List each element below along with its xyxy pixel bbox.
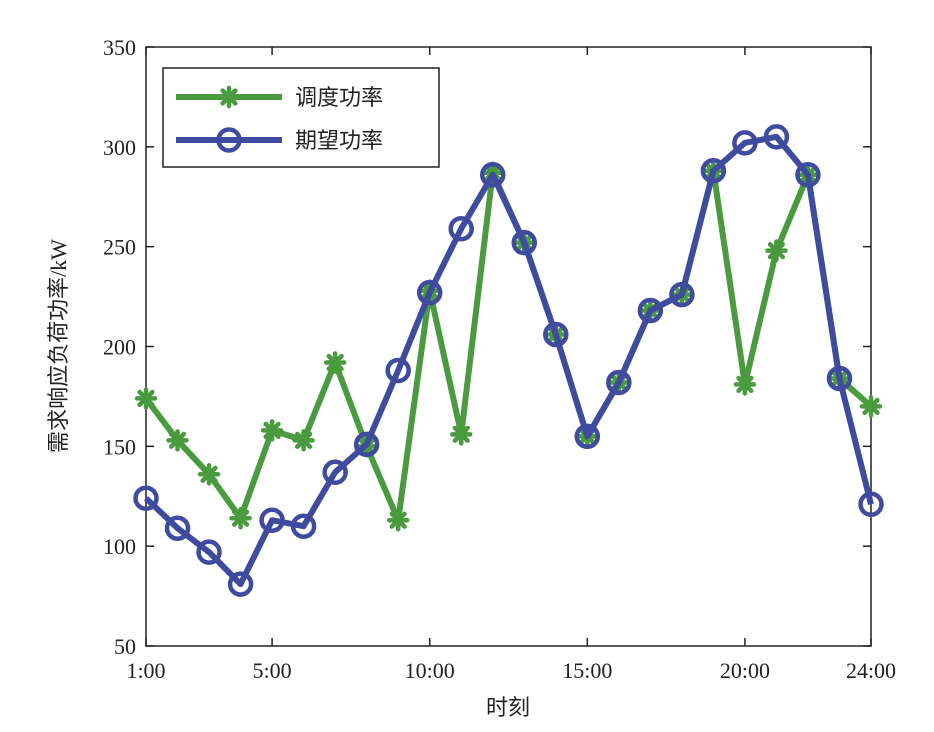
y-tick-label: 350 (103, 35, 136, 60)
data-point (449, 423, 473, 446)
data-point (826, 365, 853, 392)
legend-marker-expected (216, 127, 242, 153)
x-tick-label: 5:00 (253, 658, 292, 683)
data-point (795, 162, 821, 188)
series-line (143, 133, 874, 588)
y-tick-label: 100 (103, 534, 136, 559)
legend-label-dispatch: 调度功率 (295, 85, 383, 110)
legend-label-expected: 期望功率 (295, 128, 383, 153)
data-point (511, 229, 538, 256)
y-axis-label: 需求响应负荷功率/kW (46, 239, 71, 453)
data-point (322, 459, 348, 486)
data-point (229, 506, 252, 530)
y-tick-label: 50 (114, 634, 136, 659)
data-point (323, 351, 347, 374)
data-point (164, 515, 191, 541)
legend-box (162, 67, 440, 168)
legend-marker-symbol (217, 85, 241, 109)
data-point (134, 387, 158, 410)
data-point (763, 124, 790, 150)
data-point (386, 508, 410, 532)
data-point (292, 429, 315, 452)
legend-entry-expected: 期望功率 (176, 127, 383, 153)
series-line (143, 167, 873, 524)
data-point (196, 539, 222, 565)
x-tick-label: 20:00 (720, 658, 770, 683)
data-point (606, 369, 632, 396)
y-axis-ticks: 50 100 150 200 250 300 350 (103, 35, 871, 659)
data-point (353, 431, 380, 458)
y-tick-label: 150 (103, 434, 136, 459)
data-point (732, 130, 758, 156)
y-tick-label: 250 (103, 235, 136, 260)
data-point (669, 281, 695, 308)
data-point (859, 395, 883, 418)
series-dispatch (134, 159, 883, 532)
data-point (290, 513, 317, 539)
x-tick-label: 1:00 (126, 658, 165, 683)
data-point (227, 571, 254, 597)
data-point (733, 373, 757, 396)
data-point (197, 463, 221, 486)
series-layer (133, 124, 884, 597)
y-tick-label: 200 (103, 335, 136, 360)
x-tick-label: 24:00 (846, 658, 896, 683)
legend-entry-dispatch: 调度功率 (176, 85, 383, 110)
data-point (259, 507, 285, 533)
legend-marker-dispatch (217, 85, 241, 109)
data-point (479, 162, 506, 188)
legend-marker-symbol (216, 127, 242, 153)
data-point (574, 423, 601, 450)
data-point (448, 215, 474, 242)
data-point (543, 321, 569, 348)
x-tick-label: 15:00 (562, 658, 612, 683)
data-point (700, 158, 727, 184)
x-axis-ticks: 1:00 5:00 10:00 15:00 20:00 24:00 (126, 47, 896, 683)
data-point (166, 429, 189, 452)
series-expected (133, 124, 884, 597)
data-point (416, 279, 443, 306)
data-point (637, 297, 664, 324)
data-point (133, 485, 159, 511)
x-axis-label: 时刻 (486, 695, 530, 720)
x-tick-label: 10:00 (405, 658, 455, 683)
data-point (260, 419, 284, 442)
legend: 调度功率 期望功率 (162, 67, 440, 168)
y-tick-label: 300 (103, 135, 136, 160)
data-point (858, 491, 884, 517)
data-point (765, 239, 788, 262)
data-point (385, 357, 411, 384)
